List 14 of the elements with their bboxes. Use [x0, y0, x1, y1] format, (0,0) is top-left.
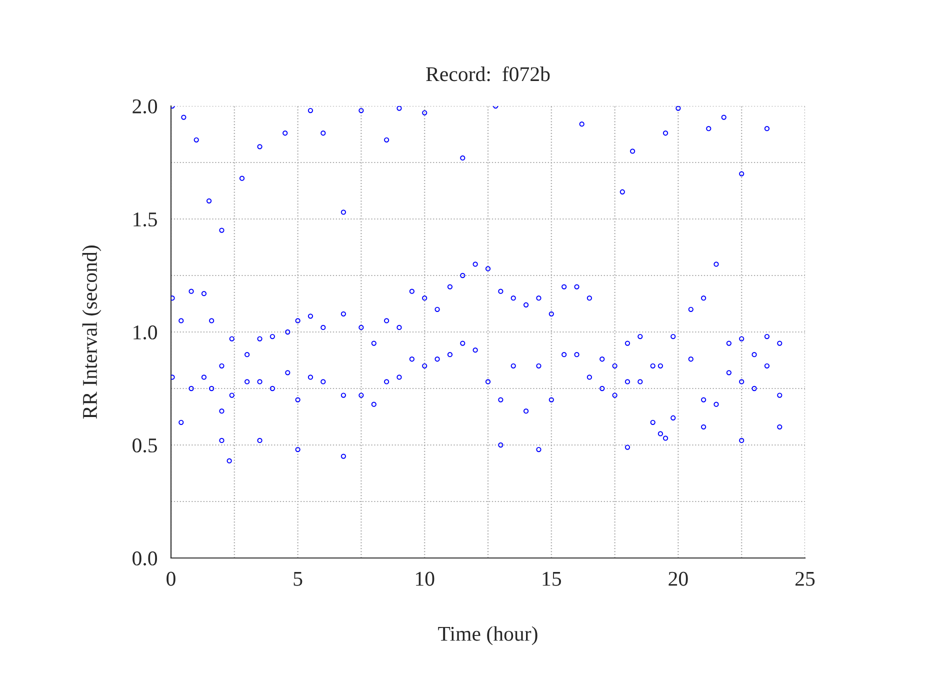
y-axis-title: RR Interval (second): [82, 246, 102, 419]
x-tick-label: 15: [542, 572, 562, 586]
y-tick-label: 1.0: [134, 325, 158, 340]
y-tick-label: 1.5: [134, 212, 157, 227]
x-tick-label: 5: [294, 572, 302, 586]
x-axis-title: Time (hour): [438, 626, 538, 646]
chart-title: Record: f072b: [426, 66, 550, 82]
x-tick-label: 10: [416, 572, 434, 586]
x-tick-label: 25: [796, 572, 815, 586]
x-tick-label: 0: [166, 572, 176, 586]
y-tick-label: 0.0: [132, 551, 158, 566]
x-tick-label: 20: [668, 572, 688, 586]
y-tick-label: 0.5: [132, 438, 157, 453]
y-tick-label: 2.0: [132, 99, 158, 114]
